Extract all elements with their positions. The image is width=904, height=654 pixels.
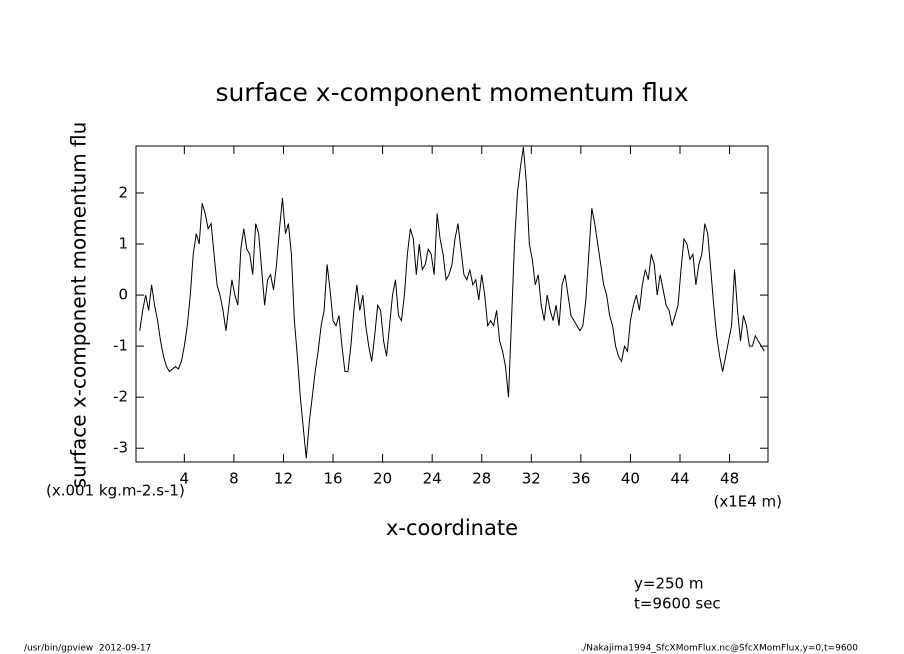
x-tick-label: 36 bbox=[571, 470, 590, 488]
x-tick-label: 4 bbox=[180, 470, 190, 488]
x-tick-label: 8 bbox=[229, 470, 239, 488]
x-tick-label: 40 bbox=[621, 470, 640, 488]
x-tick-label: 12 bbox=[274, 470, 293, 488]
x-tick-label: 32 bbox=[522, 470, 541, 488]
x-axis-units: (x1E4 m) bbox=[713, 493, 782, 511]
data-line bbox=[139, 146, 765, 459]
y-tick-label: -2 bbox=[113, 388, 128, 406]
x-tick-label: 28 bbox=[472, 470, 491, 488]
y-axis-units: (x.001 kg.m-2.s-1) bbox=[46, 482, 185, 500]
annotation: y=250 m bbox=[634, 575, 703, 593]
chart-title: surface x-component momentum flux bbox=[215, 78, 688, 107]
footer: ./Nakajima1994_SfcXMomFlux.nc@SfcXMomFlu… bbox=[580, 644, 858, 654]
y-tick-label: 1 bbox=[118, 235, 128, 253]
x-axis-label: x-coordinate bbox=[386, 516, 518, 540]
x-tick-label: 48 bbox=[720, 470, 739, 488]
y-tick-label: 2 bbox=[118, 183, 128, 201]
footer: /usr/bin/gpview 2012-09-17 bbox=[24, 644, 151, 654]
x-tick-label: 44 bbox=[670, 470, 689, 488]
x-tick-label: 20 bbox=[373, 470, 392, 488]
y-axis-label: surface x-component momentum flu bbox=[67, 122, 91, 489]
x-tick-label: 24 bbox=[423, 470, 442, 488]
y-tick-label: 0 bbox=[118, 286, 128, 304]
x-tick-label: 16 bbox=[323, 470, 342, 488]
annotation: t=9600 sec bbox=[634, 595, 721, 613]
y-tick-label: -1 bbox=[113, 337, 128, 355]
y-tick-label: -3 bbox=[113, 439, 128, 457]
plot-frame bbox=[135, 145, 769, 463]
